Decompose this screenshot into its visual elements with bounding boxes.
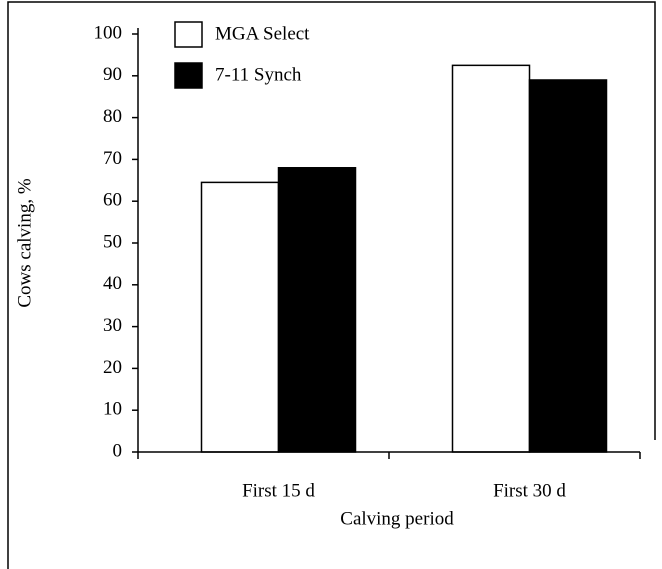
frame: [7, 1, 656, 569]
legend-swatch: [174, 62, 203, 89]
y-tick-label: 40: [103, 273, 122, 294]
legend-label: MGA Select: [215, 23, 310, 44]
y-tick-label: 100: [94, 22, 123, 43]
y-tick-label: 10: [103, 399, 122, 420]
y-tick-label: 20: [103, 357, 122, 378]
y-tick-label: 50: [103, 231, 122, 252]
legend-swatch: [174, 21, 203, 48]
y-axis-label: Cows calving, %: [14, 178, 35, 307]
bar: [200, 181, 280, 453]
y-tick-label: 30: [103, 315, 122, 336]
x-axis-label: Calving period: [340, 508, 454, 529]
x-tick-label: First 15 d: [242, 480, 315, 501]
legend-label: 7-11 Synch: [215, 64, 302, 85]
y-tick-label: 70: [103, 148, 122, 169]
bar: [528, 79, 608, 453]
y-tick-label: 80: [103, 106, 122, 127]
y-tick-label: 90: [103, 64, 122, 85]
bar: [451, 64, 531, 453]
y-tick-label: 60: [103, 190, 122, 211]
bar: [277, 167, 357, 453]
y-tick-label: 0: [113, 440, 123, 461]
x-tick-label: First 30 d: [493, 480, 566, 501]
